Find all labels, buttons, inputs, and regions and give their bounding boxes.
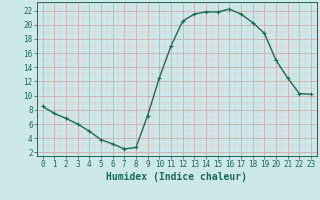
X-axis label: Humidex (Indice chaleur): Humidex (Indice chaleur) (106, 172, 247, 182)
